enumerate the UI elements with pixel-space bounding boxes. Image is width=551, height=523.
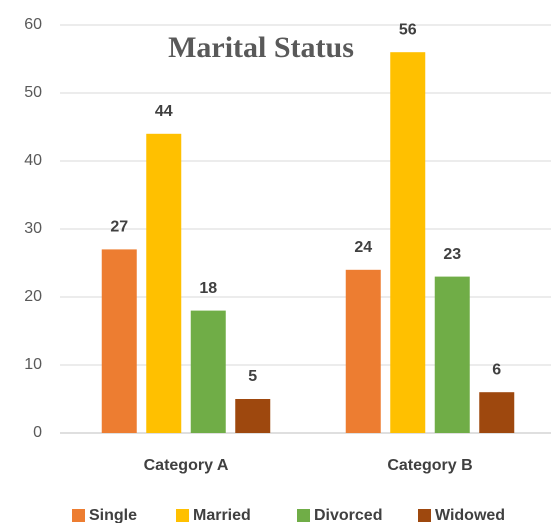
y-tick-label: 50 (24, 84, 42, 101)
x-tick-label: Category A (144, 457, 229, 474)
bar (235, 399, 271, 433)
legend-swatch (418, 509, 431, 522)
y-tick-label: 10 (24, 356, 42, 373)
y-tick-label: 0 (33, 424, 42, 441)
legend-label: Married (193, 507, 251, 523)
legend-swatch (297, 509, 310, 522)
legend-label: Single (89, 507, 137, 523)
legend-swatch (72, 509, 85, 522)
bar (434, 276, 470, 433)
legend-swatch (176, 509, 189, 522)
data-label: 44 (155, 103, 173, 120)
legend-label: Divorced (314, 507, 382, 523)
data-label: 24 (354, 239, 372, 256)
data-label: 5 (248, 368, 257, 385)
data-label: 27 (110, 219, 128, 236)
bar (479, 392, 515, 433)
bar (345, 269, 381, 433)
x-tick-label: Category B (387, 457, 472, 474)
bar (146, 133, 182, 434)
y-tick-label: 30 (24, 220, 42, 237)
y-tick-label: 40 (24, 152, 42, 169)
data-label: 6 (492, 361, 501, 378)
legend-label: Widowed (435, 507, 505, 523)
data-label: 23 (443, 246, 461, 263)
data-label: 56 (399, 21, 417, 38)
data-label: 18 (199, 280, 217, 297)
y-tick-label: 20 (24, 288, 42, 305)
chart-title: Marital Status (168, 31, 354, 64)
bar (390, 52, 426, 433)
y-tick-label: 60 (24, 16, 42, 33)
bar (190, 310, 226, 433)
bar (101, 249, 137, 433)
